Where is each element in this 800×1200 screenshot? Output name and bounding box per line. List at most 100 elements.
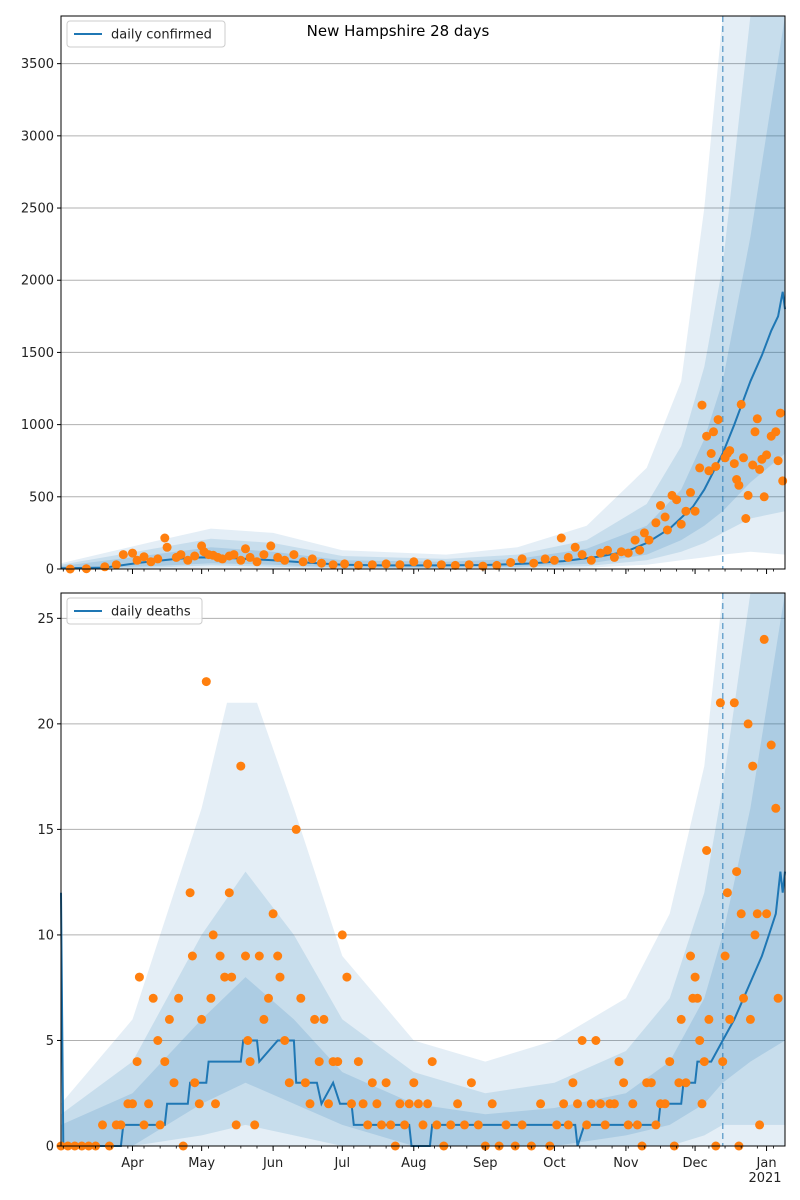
data-point (139, 1120, 149, 1130)
y-tick-label: 1500 (21, 346, 54, 361)
y-tick-label: 2500 (21, 202, 54, 217)
data-point (644, 535, 654, 545)
data-point (220, 972, 230, 982)
data-point (367, 560, 377, 570)
deaths-axes-frame (60, 592, 786, 1147)
chart-title: New Hampshire 28 days (307, 22, 490, 40)
data-point (259, 1014, 269, 1024)
data-point (450, 560, 460, 570)
data-point (395, 1099, 405, 1109)
data-point (266, 541, 276, 551)
data-point (215, 951, 225, 961)
data-point (771, 803, 781, 813)
data-point (646, 1078, 656, 1088)
data-point (750, 930, 760, 940)
data-point (748, 761, 758, 771)
data-point (762, 450, 772, 460)
data-point (252, 557, 262, 567)
data-point (739, 453, 748, 463)
data-point (681, 1078, 691, 1088)
data-point (310, 1014, 320, 1024)
y-tick-label: 500 (29, 490, 54, 505)
data-point (755, 1120, 765, 1130)
data-point (453, 1099, 463, 1109)
data-point (676, 1014, 686, 1024)
data-point (337, 930, 347, 940)
data-point (623, 1120, 633, 1130)
data-point (432, 1120, 442, 1130)
legend-label-deaths: daily deaths (111, 605, 191, 620)
data-point (729, 698, 739, 708)
data-point (775, 408, 785, 418)
data-point (722, 888, 732, 898)
data-point (268, 909, 278, 919)
data-point (778, 476, 788, 486)
y-tick-label: 0 (46, 563, 54, 578)
data-point (609, 552, 619, 562)
data-point (381, 559, 391, 569)
x-tick-label: Jul (333, 1156, 350, 1171)
data-point (762, 909, 772, 919)
data-point (245, 1057, 255, 1067)
data-point (413, 1099, 423, 1109)
data-point (619, 1078, 629, 1088)
data-point (423, 1099, 433, 1109)
data-point (596, 1099, 605, 1109)
data-point (259, 550, 269, 560)
data-point (164, 1014, 174, 1024)
data-point (603, 545, 612, 555)
confirmed-panel: 0 500 1000 1500 2000 2500 3000 3500 daily confi… (21, 15, 788, 578)
y-tick-label: 1000 (21, 418, 54, 433)
data-point (208, 930, 218, 940)
data-point (702, 846, 712, 855)
data-point (752, 414, 762, 424)
legend-label-confirmed: daily confirmed (111, 28, 212, 43)
deaths-uncertainty-bands (61, 593, 785, 1146)
data-point (549, 555, 559, 565)
data-point (734, 480, 744, 490)
data-point (586, 555, 596, 565)
data-point (706, 449, 716, 458)
data-point (695, 463, 705, 473)
deaths-legend: daily deaths (66, 597, 203, 625)
uncertainty-band (61, 16, 785, 569)
data-point (224, 888, 234, 898)
data-point (718, 1057, 728, 1067)
data-point (729, 459, 739, 469)
data-point (699, 1057, 709, 1067)
data-point (473, 1120, 483, 1130)
data-point (250, 1120, 260, 1130)
data-point (307, 554, 317, 564)
data-point (160, 1057, 170, 1067)
data-point (353, 1057, 363, 1067)
data-point (298, 557, 308, 567)
y-tick-label: 20 (37, 717, 54, 732)
data-point (273, 951, 283, 961)
data-point (656, 501, 665, 510)
x-tick-label: Jun (262, 1156, 283, 1171)
y-tick-label: 5 (46, 1034, 54, 1049)
data-point (568, 1078, 578, 1088)
data-point (478, 561, 488, 571)
data-point (319, 1014, 329, 1024)
data-point (460, 1120, 469, 1130)
data-point (563, 1120, 573, 1130)
data-point (732, 867, 742, 877)
y-tick-label: 10 (37, 928, 54, 943)
data-point (632, 1120, 642, 1130)
data-point (552, 1120, 562, 1130)
legend-box (66, 20, 226, 48)
uncertainty-band (61, 16, 785, 569)
data-point (596, 548, 605, 558)
data-point (176, 550, 186, 560)
data-point (128, 1099, 137, 1109)
data-point (630, 535, 640, 545)
data-point (229, 550, 239, 560)
data-point (134, 972, 144, 982)
data-point (409, 557, 419, 567)
data-point (358, 1099, 368, 1109)
data-point (609, 1099, 619, 1109)
data-point (284, 1078, 294, 1088)
data-point (665, 1057, 675, 1067)
data-point (672, 495, 682, 505)
